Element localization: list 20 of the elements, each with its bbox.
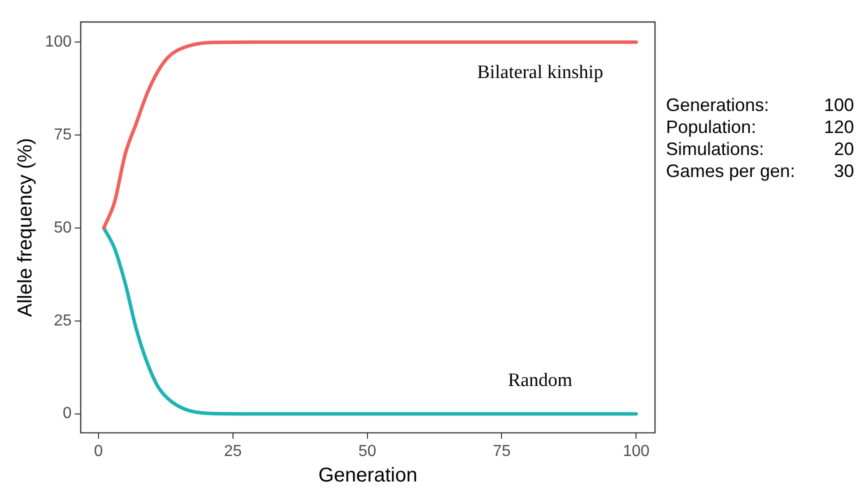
text: Games per gen: 30: [666, 161, 854, 181]
text: Simulations: 20: [666, 139, 854, 159]
text: Generations: 100: [666, 95, 854, 115]
y-tick-label: 100: [44, 33, 72, 50]
y-axis-title: Allele frequency (%): [14, 138, 37, 317]
x-tick-label: 50: [358, 442, 376, 460]
x-tick-label: 0: [94, 442, 103, 460]
y-tick-label: 75: [54, 126, 72, 144]
y-tick-label: 0: [62, 405, 72, 422]
y-tick-label: 50: [54, 219, 72, 236]
x-tick-label: 25: [224, 442, 242, 460]
series-label: Random: [508, 370, 573, 391]
series-label: Bilateral kinship: [477, 62, 604, 84]
x-tick-label: 100: [622, 442, 650, 460]
line-series: [102, 226, 638, 416]
x-tick-label: 75: [492, 442, 511, 460]
line-series: [102, 40, 638, 230]
x-axis-title: Generation: [318, 464, 418, 487]
text: Population: 120: [666, 117, 854, 137]
y-tick-label: 25: [54, 312, 72, 330]
